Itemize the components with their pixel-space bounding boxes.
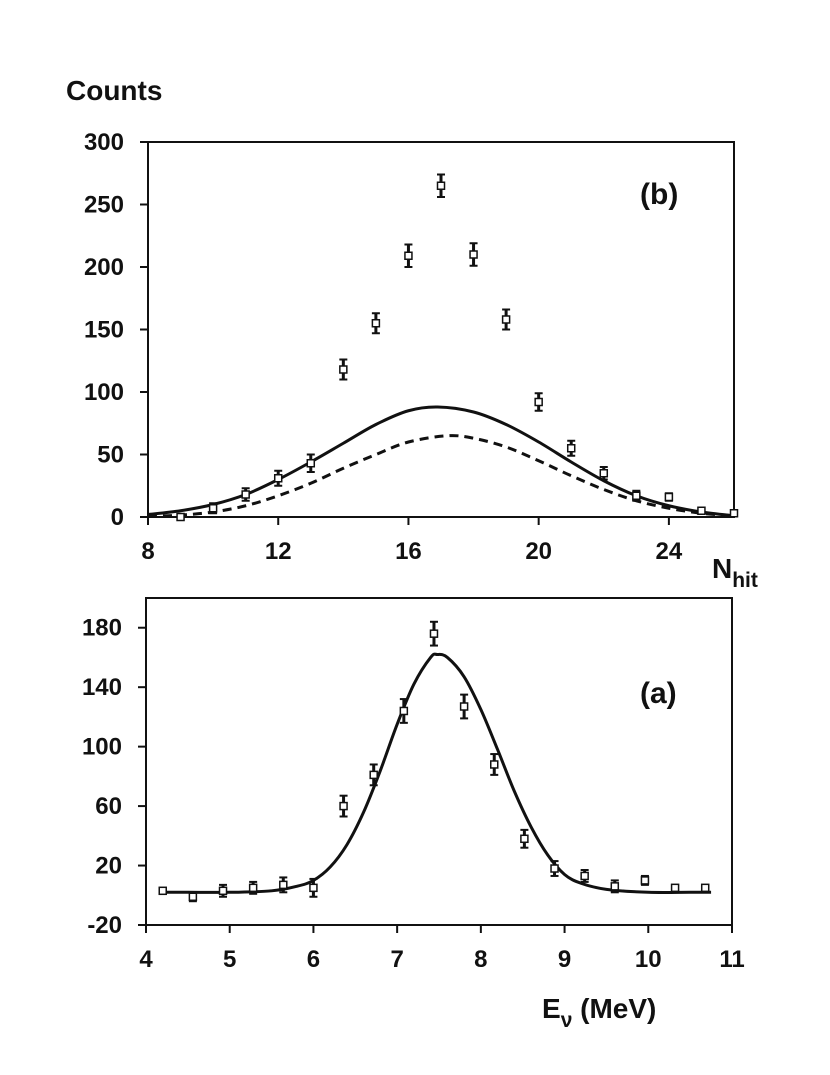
panel-a-x-axis-label-main: E — [542, 993, 561, 1024]
panel-a-data-point — [520, 834, 529, 844]
panel-b-x-axis-label-sub: hit — [732, 569, 758, 592]
panel-a-data-point — [309, 883, 318, 893]
panel-a-data-point — [459, 702, 469, 711]
panel-b-y-tick-label: 100 — [84, 379, 124, 406]
panel-b-data-point — [339, 365, 348, 374]
panel-b-data-point — [599, 469, 609, 478]
panel-a-y-ticks: -20 20 60 100 140 180 — [82, 615, 146, 939]
panel-a-y-tick-label: 140 — [82, 674, 122, 701]
panel-a-data-point — [339, 801, 348, 811]
panel-a-data-point — [248, 883, 258, 893]
panel-a-data-point — [670, 883, 680, 893]
panel-a-data-point — [369, 770, 378, 780]
panel-b-data-point — [501, 315, 511, 324]
panel-b-label: (b) — [640, 178, 678, 211]
panel-b-data-point — [371, 319, 381, 328]
panel-b-data-point — [534, 397, 543, 407]
panel-b-data-point — [697, 506, 706, 515]
panel-b-data-point — [404, 251, 413, 260]
panel-a-data-point — [399, 706, 409, 716]
panel-b-x-tick-label: 24 — [656, 538, 683, 565]
panel-b-data-point — [469, 250, 478, 259]
panel-b-y-axis-label: Counts — [66, 75, 162, 106]
panel-b-y-tick-label: 250 — [84, 192, 124, 219]
panel-a-y-tick-label: 60 — [95, 793, 122, 820]
panel-a-x-tick-label: 10 — [635, 946, 662, 973]
panel-a-label: (a) — [640, 677, 677, 710]
panel-a-y-tick-label: -20 — [87, 912, 122, 939]
panel-a-data-points — [158, 620, 710, 903]
panel-a-data-point — [218, 886, 228, 896]
panel-b-solid-fit-curve — [147, 405, 735, 518]
panel-b-data-point — [566, 444, 576, 453]
panel-a-x-axis-label: Eν (MeV) — [542, 993, 656, 1032]
panel-b-dashed-fit-curve — [147, 434, 735, 518]
panel-a-x-tick-label: 8 — [474, 946, 487, 973]
panel-b-data-point — [241, 490, 250, 499]
panel-a-x-tick-label: 6 — [307, 946, 320, 973]
panel-b-y-tick-label: 300 — [84, 129, 124, 156]
panel-a-data-point — [550, 864, 559, 873]
panel-b-x-tick-label: 8 — [141, 538, 154, 565]
panel-b-x-tick-label: 20 — [525, 538, 552, 565]
panel-b-data-point — [176, 512, 185, 522]
panel-a-x-tick-label: 5 — [223, 946, 236, 973]
panel-b-data-point — [306, 459, 316, 468]
panel-b-x-ticks: 8 12 16 20 24 — [141, 517, 683, 565]
panel-a-data-point — [279, 880, 288, 890]
panel-b-y-tick-label: 200 — [84, 254, 124, 281]
panel-a-data-point — [490, 760, 499, 769]
panel-b-x-axis-label-main: N — [712, 553, 732, 584]
panel-b-x-tick-label: 16 — [395, 538, 422, 565]
panel-a-data-point — [158, 886, 167, 896]
panel-a-data-point — [188, 892, 198, 902]
panel-b-data-point — [664, 492, 674, 502]
panel-a-x-tick-label: 4 — [139, 946, 153, 973]
panel-b-x-axis-label: Nhit — [712, 553, 758, 592]
panel-a-y-tick-label: 100 — [82, 734, 122, 761]
panel-b-curves — [147, 405, 735, 518]
panel-b-data-point — [273, 474, 283, 483]
panel-b-y-tick-label: 0 — [111, 504, 124, 531]
panel-b-y-tick-label: 150 — [84, 317, 124, 344]
panel-b: Counts (b) Nhit 0 50 100 150 200 250 300 8 12 16… — [66, 75, 758, 592]
panel-a-data-point — [700, 883, 710, 893]
panel-a-plot-frame — [145, 597, 733, 926]
panel-a-data-point — [580, 871, 589, 881]
panel-a-data-point — [640, 876, 650, 885]
panel-b-y-ticks: 0 50 100 150 200 250 300 — [84, 129, 148, 531]
panel-a-solid-fit-curve — [162, 652, 712, 895]
panel-a-x-axis-label-sub: ν — [561, 1009, 573, 1032]
panel-a-x-tick-label: 9 — [558, 946, 571, 973]
panel-b-data-points — [176, 173, 739, 522]
panel-a-y-tick-label: 180 — [82, 615, 122, 642]
panel-a-y-tick-label: 20 — [95, 853, 122, 880]
panel-b-y-tick-label: 50 — [97, 442, 124, 469]
panel-a-curves — [162, 652, 712, 895]
panel-a-x-axis-label-unit: (MeV) — [572, 993, 656, 1024]
panel-b-data-point — [436, 181, 446, 190]
panel-a: (a) Eν (MeV) -20 20 60 100 140 180 4 5 6 7 8 9 10 11 — [82, 597, 745, 1032]
panel-b-data-point — [632, 491, 641, 500]
panel-b-data-point — [208, 504, 218, 513]
panel-a-data-point — [610, 882, 620, 891]
panel-a-data-point — [429, 629, 439, 638]
panel-a-x-ticks: 4 5 6 7 8 9 10 11 — [139, 925, 745, 973]
panel-a-x-tick-label: 11 — [719, 946, 744, 973]
panel-b-data-point — [729, 509, 739, 518]
panel-a-x-tick-label: 7 — [390, 946, 403, 973]
panel-b-x-tick-label: 12 — [265, 538, 292, 565]
